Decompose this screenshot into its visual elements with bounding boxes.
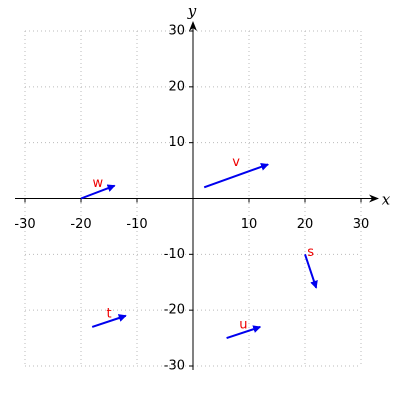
y-tick-label: -30: [164, 359, 185, 374]
y-tick-label: 20: [168, 79, 185, 94]
vector: [91, 314, 127, 328]
x-tick-label: -20: [70, 217, 91, 232]
x-tick-label: 10: [241, 217, 258, 232]
y-tick-label: 30: [168, 24, 185, 39]
vector: [80, 184, 116, 200]
x-tick-label: 20: [297, 217, 314, 232]
vector-label: u: [239, 317, 247, 332]
y-tick-label: 10: [168, 135, 185, 150]
vector: [226, 325, 262, 340]
vector-label: s: [307, 245, 314, 260]
x-axis-label: x: [382, 191, 391, 209]
x-tick-label: -10: [126, 217, 147, 232]
vector-label: v: [232, 155, 240, 170]
vector: [203, 163, 269, 189]
vector-label: w: [92, 176, 103, 191]
vector-label: t: [106, 306, 111, 321]
y-tick-label: -20: [164, 303, 185, 318]
x-tick-label: 30: [353, 217, 370, 232]
y-axis-label: y: [187, 2, 197, 20]
vector: [304, 254, 318, 289]
y-tick-label: -10: [164, 247, 185, 262]
x-tick-label: -30: [14, 217, 35, 232]
